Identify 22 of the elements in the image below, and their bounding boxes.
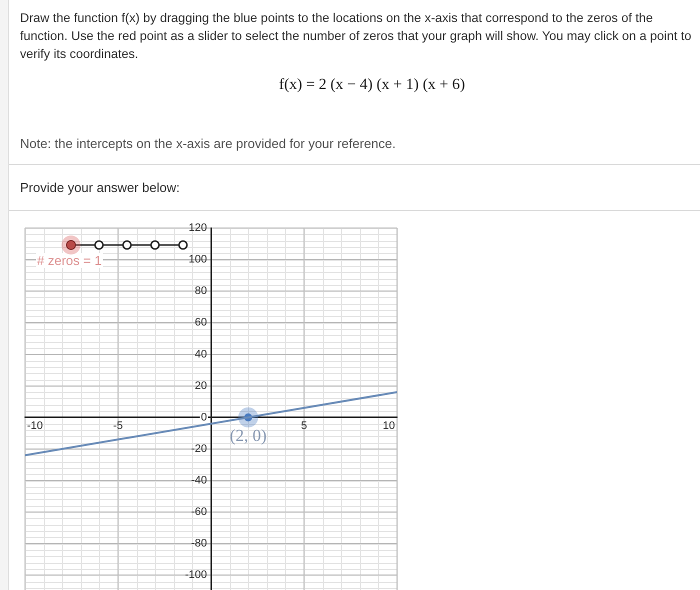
text: Note: the intercepts on the x-axis are provided for your reference. [20, 136, 396, 151]
x-tick-label: -10 [27, 420, 43, 432]
y-tick-label: 100 [188, 254, 208, 266]
y-tick-label: 0 [200, 411, 208, 424]
chart-subtitle: f(x) = 2 (x − 4) (x + 1) (x + 6) [278, 76, 466, 94]
y-tick-label: 20 [194, 380, 208, 392]
chart-title: Draw the function f(x) by dragging the blue points to the locations on the x-axis that correspond to the zeros of the function. Use the red point as a slider to select the number of zeros that your graph will show. You may click on a point to verify its coordinates. [20, 10, 692, 63]
y-tick-label: 40 [194, 348, 208, 360]
y-tick-label: -20 [191, 442, 208, 455]
y-tick-label: 80 [194, 285, 208, 298]
y-tick-label: 60 [194, 316, 208, 329]
text: Provide your answer below: [20, 180, 180, 195]
y-tick-label: -100 [184, 569, 208, 582]
y-tick-label: -40 [191, 474, 208, 487]
y-tick-label: -80 [191, 538, 208, 550]
x-tick-label: 5 [300, 420, 308, 432]
y-tick-label: 120 [188, 222, 208, 234]
x-tick-label: -5 [113, 420, 123, 432]
annotation: # zeros = 1 [36, 253, 103, 268]
annotation: (2, 0) [230, 426, 267, 445]
x-tick-label: 10 [382, 420, 396, 432]
y-tick-label: -60 [191, 506, 208, 518]
